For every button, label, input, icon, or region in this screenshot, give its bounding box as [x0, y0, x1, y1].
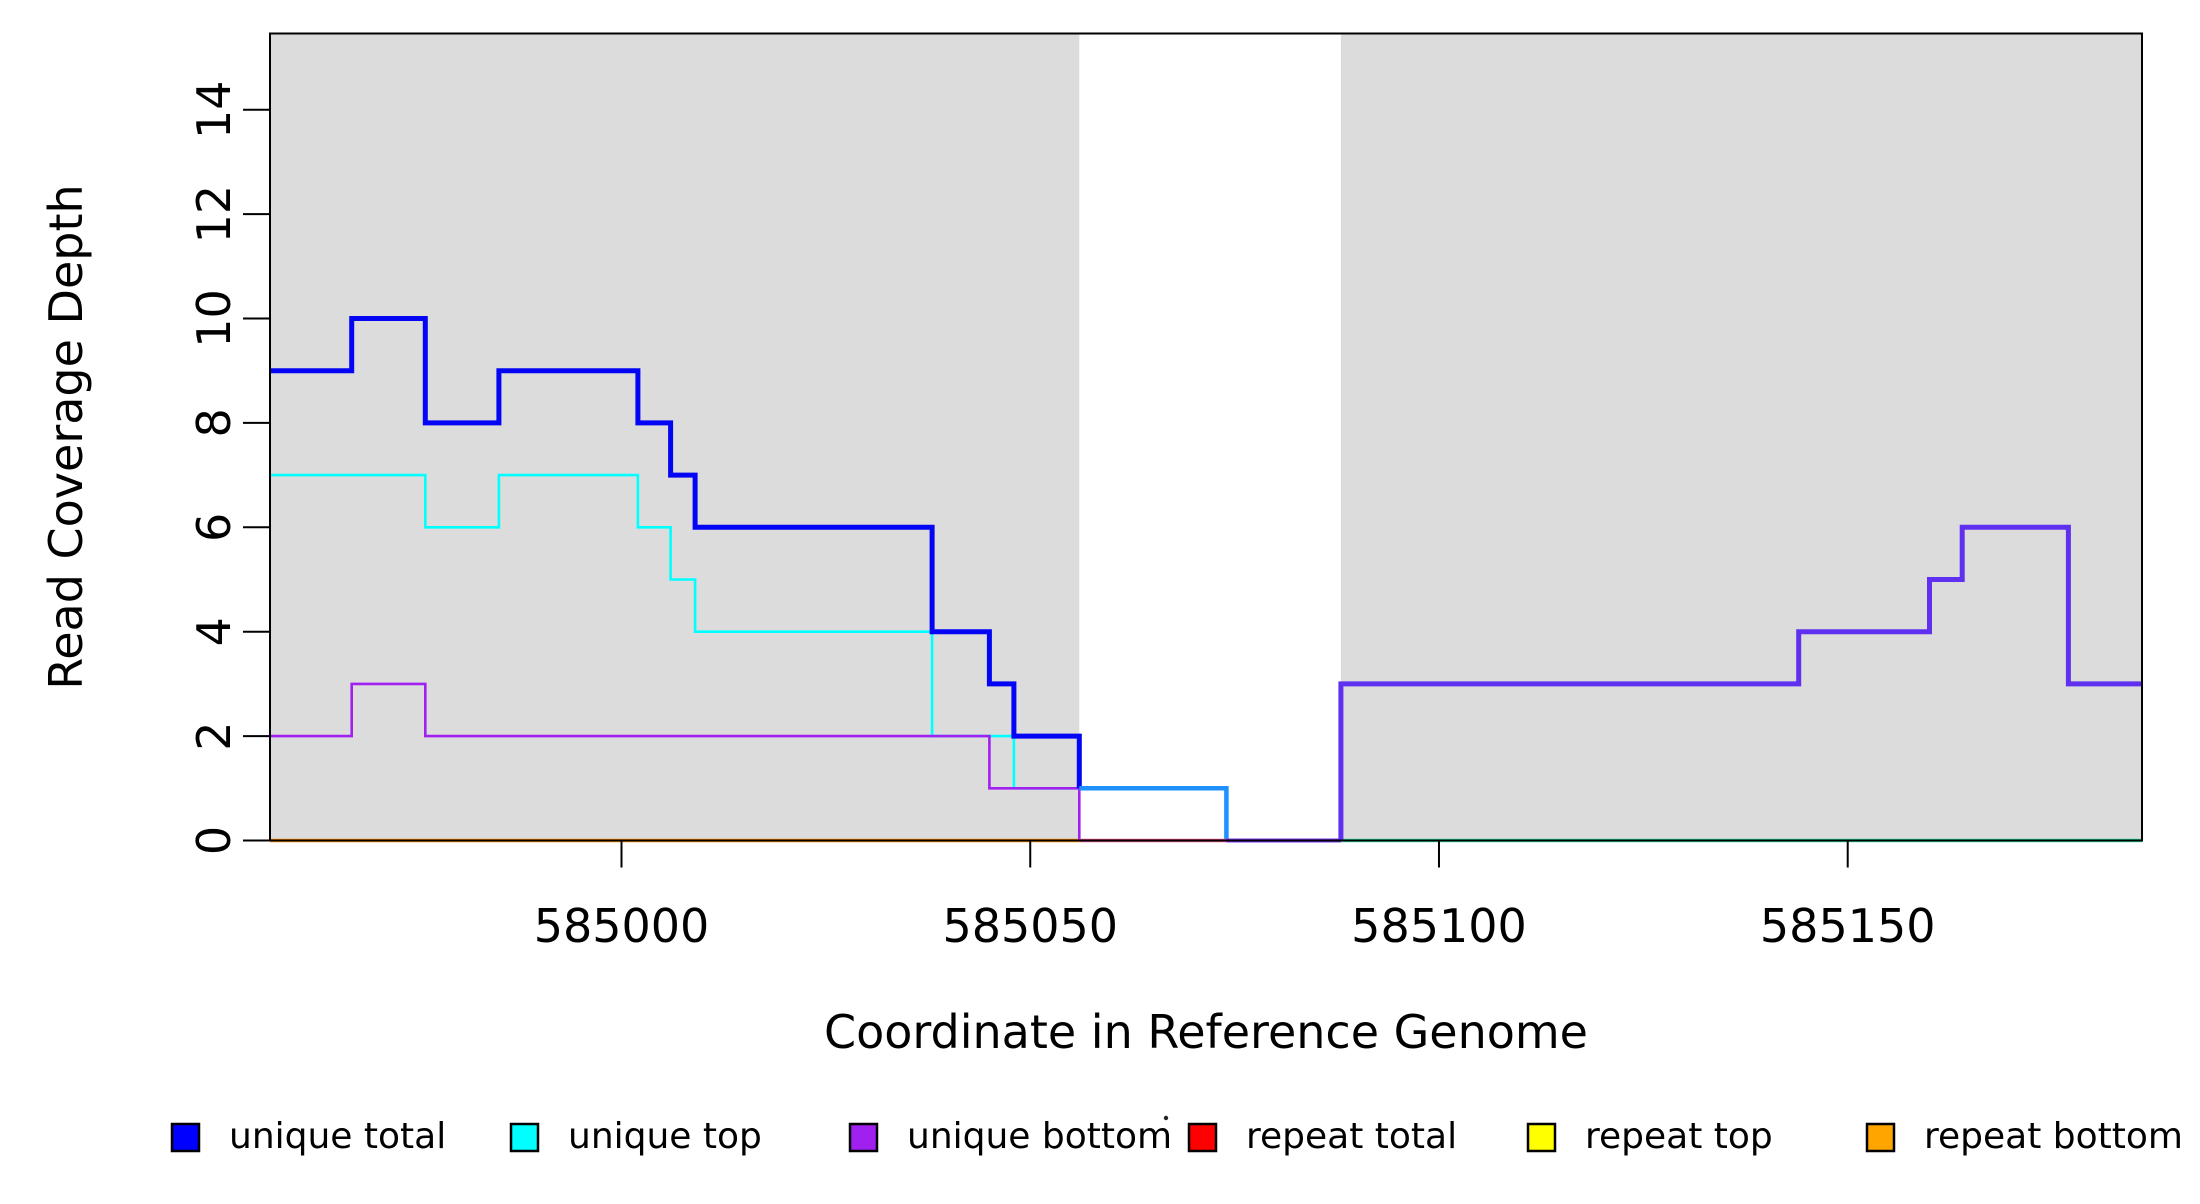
x-tick-label: 585150 — [1760, 899, 1936, 953]
legend-artifact-dot — [1163, 1115, 1169, 1121]
y-axis-title: Read Coverage Depth — [39, 184, 93, 689]
overlap-total-bottom-right-line — [1338, 524, 2142, 841]
legend-label: repeat bottom — [1924, 1116, 2183, 1157]
legend-label: unique bottom — [907, 1116, 1172, 1157]
legend-item: unique bottom — [848, 1116, 1172, 1157]
legend-swatch — [1865, 1122, 1896, 1153]
legend-swatch — [848, 1122, 879, 1153]
legend-label: repeat top — [1585, 1116, 1773, 1157]
y-tick-label: 2 — [187, 721, 241, 750]
y-tick-label: 14 — [187, 80, 241, 139]
legend-swatch — [509, 1122, 540, 1153]
legend-item: unique total — [170, 1116, 446, 1157]
legend-swatch — [1187, 1122, 1218, 1153]
y-tick-label: 12 — [187, 185, 241, 244]
axes: 585000 585050 585100 585150 0 2 4 6 8 10 12 14 — [187, 32, 2143, 953]
unique-total-line — [270, 316, 1082, 789]
right-alignment-block — [1340, 33, 2142, 841]
unique-bottom-line — [270, 682, 1081, 841]
alignment-regions — [270, 33, 2142, 841]
legend-label: repeat total — [1246, 1116, 1457, 1157]
legend-label: unique top — [568, 1116, 762, 1157]
legend-swatch — [170, 1122, 201, 1153]
legend: unique total unique top unique bottom repea… — [170, 1115, 2183, 1157]
plot-box — [269, 32, 2143, 842]
overlap-total-top-at-1-line — [1079, 786, 1229, 841]
legend-label: unique total — [229, 1116, 446, 1157]
legend-item: repeat top — [1526, 1116, 1773, 1157]
legend-item: repeat bottom — [1865, 1116, 2183, 1157]
y-tick-label: 10 — [187, 289, 241, 348]
x-tick-label: 585050 — [942, 899, 1118, 953]
y-tick-label: 6 — [187, 513, 241, 542]
y-tick-label: 4 — [187, 617, 241, 646]
legend-item: repeat total — [1187, 1116, 1457, 1157]
x-tick-label: 585000 — [534, 899, 710, 953]
x-tick-label: 585100 — [1351, 899, 1527, 953]
left-alignment-block — [270, 33, 1080, 841]
legend-item: unique top — [509, 1116, 762, 1157]
x-axis-title: Coordinate in Reference Genome — [824, 1005, 1588, 1059]
y-tick-label: 0 — [187, 826, 241, 855]
legend-swatch — [1526, 1122, 1557, 1153]
y-tick-label: 8 — [187, 408, 241, 437]
